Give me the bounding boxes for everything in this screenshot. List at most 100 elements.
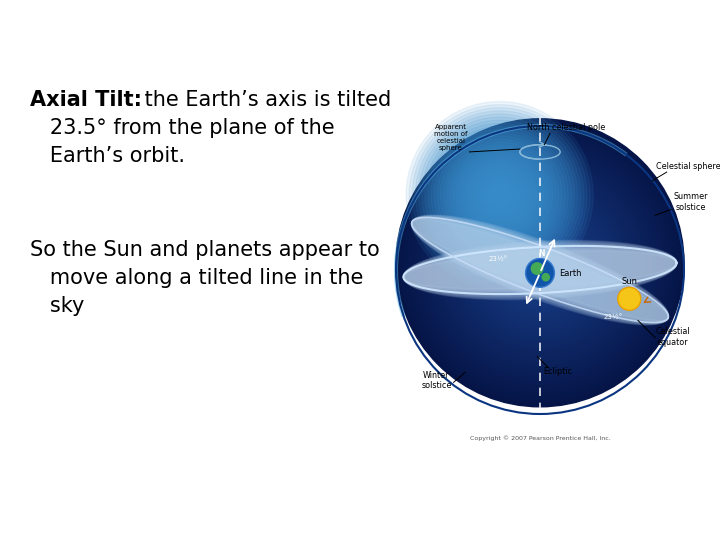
Circle shape: [504, 227, 576, 299]
Polygon shape: [403, 249, 677, 291]
Circle shape: [510, 232, 571, 293]
Circle shape: [475, 198, 605, 328]
Polygon shape: [412, 219, 668, 321]
Circle shape: [495, 218, 585, 308]
Circle shape: [413, 108, 587, 282]
Circle shape: [425, 147, 655, 378]
Text: Axial Tilt:: Axial Tilt:: [30, 90, 142, 110]
Circle shape: [527, 250, 553, 275]
Circle shape: [407, 130, 673, 396]
Circle shape: [421, 144, 659, 382]
Circle shape: [531, 254, 549, 272]
Polygon shape: [403, 246, 677, 294]
Circle shape: [529, 252, 551, 274]
Circle shape: [461, 184, 619, 342]
Circle shape: [400, 123, 680, 403]
Polygon shape: [412, 217, 668, 323]
Circle shape: [405, 128, 675, 398]
Circle shape: [450, 173, 630, 353]
Text: Sun: Sun: [621, 278, 637, 286]
Polygon shape: [412, 218, 668, 322]
Circle shape: [444, 139, 556, 251]
Circle shape: [432, 155, 648, 371]
Circle shape: [533, 255, 547, 270]
Polygon shape: [403, 248, 677, 292]
Polygon shape: [412, 218, 668, 322]
Circle shape: [478, 173, 521, 217]
Text: Summer
solstice: Summer solstice: [674, 192, 708, 212]
Circle shape: [397, 120, 683, 405]
Circle shape: [426, 150, 654, 376]
Circle shape: [414, 137, 666, 389]
Circle shape: [539, 261, 541, 265]
Circle shape: [477, 200, 603, 326]
Circle shape: [409, 105, 590, 286]
Circle shape: [467, 189, 613, 336]
Circle shape: [508, 231, 572, 295]
Text: Copyright © 2007 Pearson Prentice Hall, Inc.: Copyright © 2007 Pearson Prentice Hall, …: [469, 435, 611, 441]
Circle shape: [534, 258, 546, 268]
Polygon shape: [403, 251, 677, 289]
Circle shape: [459, 154, 540, 235]
Circle shape: [462, 158, 537, 233]
Text: sky: sky: [30, 296, 84, 316]
Circle shape: [450, 145, 549, 245]
Circle shape: [618, 287, 641, 310]
Circle shape: [493, 216, 587, 309]
Text: the Earth’s axis is tilted: the Earth’s axis is tilted: [138, 90, 391, 110]
Circle shape: [487, 183, 512, 207]
Text: move along a tilted line in the: move along a tilted line in the: [30, 268, 364, 288]
Circle shape: [472, 194, 608, 331]
Circle shape: [425, 120, 575, 270]
Circle shape: [457, 180, 623, 346]
Polygon shape: [412, 218, 668, 322]
Circle shape: [468, 191, 612, 335]
Circle shape: [481, 204, 600, 322]
Text: Apparent
motion of
celestial
sphere: Apparent motion of celestial sphere: [434, 125, 467, 152]
Circle shape: [453, 148, 546, 242]
Text: Winter
solstice: Winter solstice: [421, 370, 451, 390]
Text: 23½°: 23½°: [488, 256, 508, 262]
Polygon shape: [403, 247, 677, 293]
Circle shape: [415, 111, 584, 279]
Circle shape: [446, 142, 553, 248]
Text: So the Sun and planets appear to: So the Sun and planets appear to: [30, 240, 379, 260]
Circle shape: [402, 124, 679, 401]
Circle shape: [498, 221, 582, 304]
Circle shape: [518, 241, 562, 285]
Circle shape: [445, 167, 635, 358]
Circle shape: [469, 193, 611, 333]
Circle shape: [479, 201, 601, 324]
Circle shape: [406, 102, 593, 289]
Text: N: N: [538, 248, 545, 258]
Circle shape: [419, 142, 661, 383]
Circle shape: [493, 189, 506, 201]
Text: Ecliptic: Ecliptic: [543, 367, 572, 376]
Polygon shape: [403, 241, 677, 299]
Text: Celestial
equator: Celestial equator: [655, 327, 690, 347]
Circle shape: [446, 169, 634, 356]
Circle shape: [431, 153, 649, 373]
Polygon shape: [412, 219, 668, 321]
Text: 23.5° from the plane of the: 23.5° from the plane of the: [30, 118, 335, 138]
Polygon shape: [412, 215, 668, 325]
Circle shape: [396, 119, 684, 407]
Circle shape: [416, 139, 665, 387]
Circle shape: [503, 225, 577, 301]
Circle shape: [481, 177, 518, 214]
Circle shape: [456, 151, 544, 239]
Polygon shape: [403, 244, 677, 296]
Circle shape: [412, 135, 668, 390]
Circle shape: [418, 114, 581, 276]
Circle shape: [542, 274, 549, 281]
Circle shape: [443, 166, 637, 360]
Circle shape: [517, 239, 563, 286]
Circle shape: [428, 123, 572, 267]
Circle shape: [513, 236, 567, 290]
Circle shape: [464, 187, 616, 339]
Circle shape: [441, 136, 559, 254]
Circle shape: [454, 177, 626, 349]
Polygon shape: [403, 245, 677, 295]
Circle shape: [526, 259, 554, 287]
Text: Earth’s orbit.: Earth’s orbit.: [30, 146, 185, 166]
